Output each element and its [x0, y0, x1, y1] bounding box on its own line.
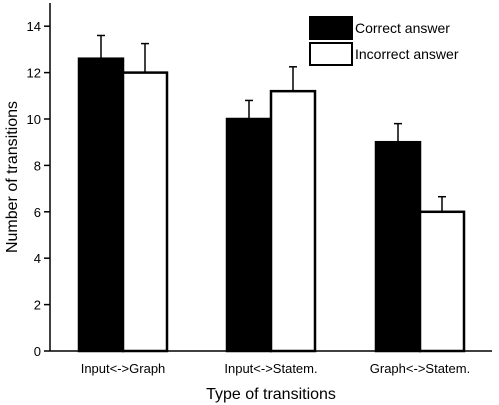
bar	[269, 89, 317, 353]
bar	[77, 57, 125, 353]
legend-swatch-incorrect	[309, 42, 353, 66]
y-axis: 0 2 4 6 8 10 12 14	[27, 3, 51, 359]
error-bars	[97, 34, 446, 212]
x-tick-label: Input<->Statem.	[224, 361, 317, 376]
bars	[77, 57, 466, 353]
y-tick-label: 12	[27, 66, 41, 81]
y-tick-label: 2	[34, 298, 41, 313]
y-tick-label: 6	[34, 205, 41, 220]
legend-swatch-correct	[309, 16, 353, 40]
bar	[418, 210, 466, 353]
bar	[374, 140, 422, 353]
x-axis-title: Type of transitions	[206, 386, 336, 403]
x-tick-label: Graph<->Statem.	[370, 361, 470, 376]
y-tick-label: 8	[34, 158, 41, 173]
y-tick-label: 14	[27, 19, 41, 34]
y-tick-label: 0	[34, 344, 41, 359]
legend-label-incorrect: Incorrect answer	[355, 46, 459, 62]
x-tick-label: Input<->Graph	[81, 361, 166, 376]
y-axis-title: Number of transitions	[4, 101, 21, 253]
y-tick-label: 4	[34, 251, 41, 266]
legend: Correct answer Incorrect answer	[309, 16, 459, 66]
x-axis: Input<->Graph Input<->Statem. Graph<->Stat…	[50, 350, 492, 376]
bar	[121, 71, 169, 353]
bar	[225, 117, 273, 353]
y-tick-label: 10	[27, 112, 41, 127]
legend-label-correct: Correct answer	[355, 20, 450, 36]
